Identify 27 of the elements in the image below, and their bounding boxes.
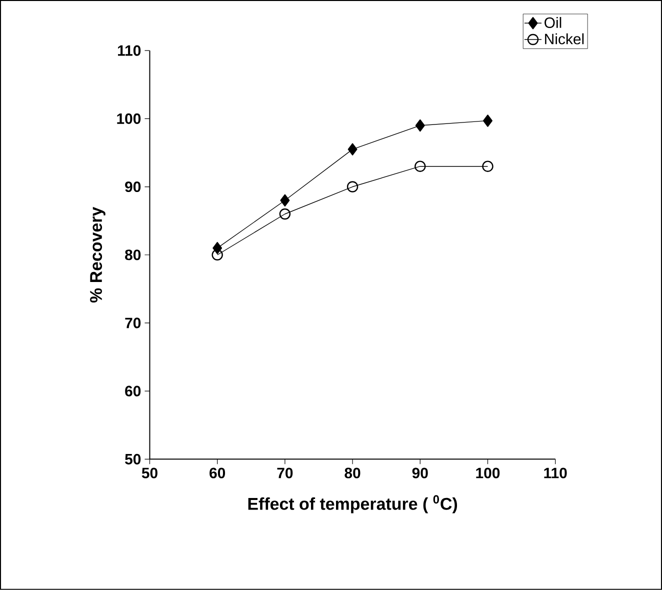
point [348,143,358,156]
y-tick-label: 50 [125,454,141,465]
point [279,208,291,220]
point [483,114,492,127]
x-tick-label: 90 [412,468,428,478]
x-axis-title: Effect of temperature ( $^{0}$C) [248,495,458,514]
x-tick-label: 100 [476,468,500,478]
y-tick-label: 90 [125,182,141,192]
point [482,160,494,172]
point [212,249,223,261]
point [414,160,426,172]
x-tick-label: 70 [277,468,293,478]
x-tick-label: 80 [344,468,360,478]
y-tick-label: 70 [125,318,141,328]
point [415,119,425,132]
y-axis-title: % Recovery [90,206,106,303]
y-tick-label: 80 [125,250,141,260]
x-tick-label: 50 [142,468,158,478]
x-tick-label: 60 [210,468,226,478]
point [280,194,290,207]
legend-label: Nickel [545,33,584,44]
point [346,181,358,192]
legend-label: Oil [544,17,562,28]
y-tick-label: 60 [125,386,141,396]
y-tick-label: 110 [118,45,141,56]
x-tick-label: 110 [544,468,567,478]
y-tick-label: 100 [117,113,141,124]
